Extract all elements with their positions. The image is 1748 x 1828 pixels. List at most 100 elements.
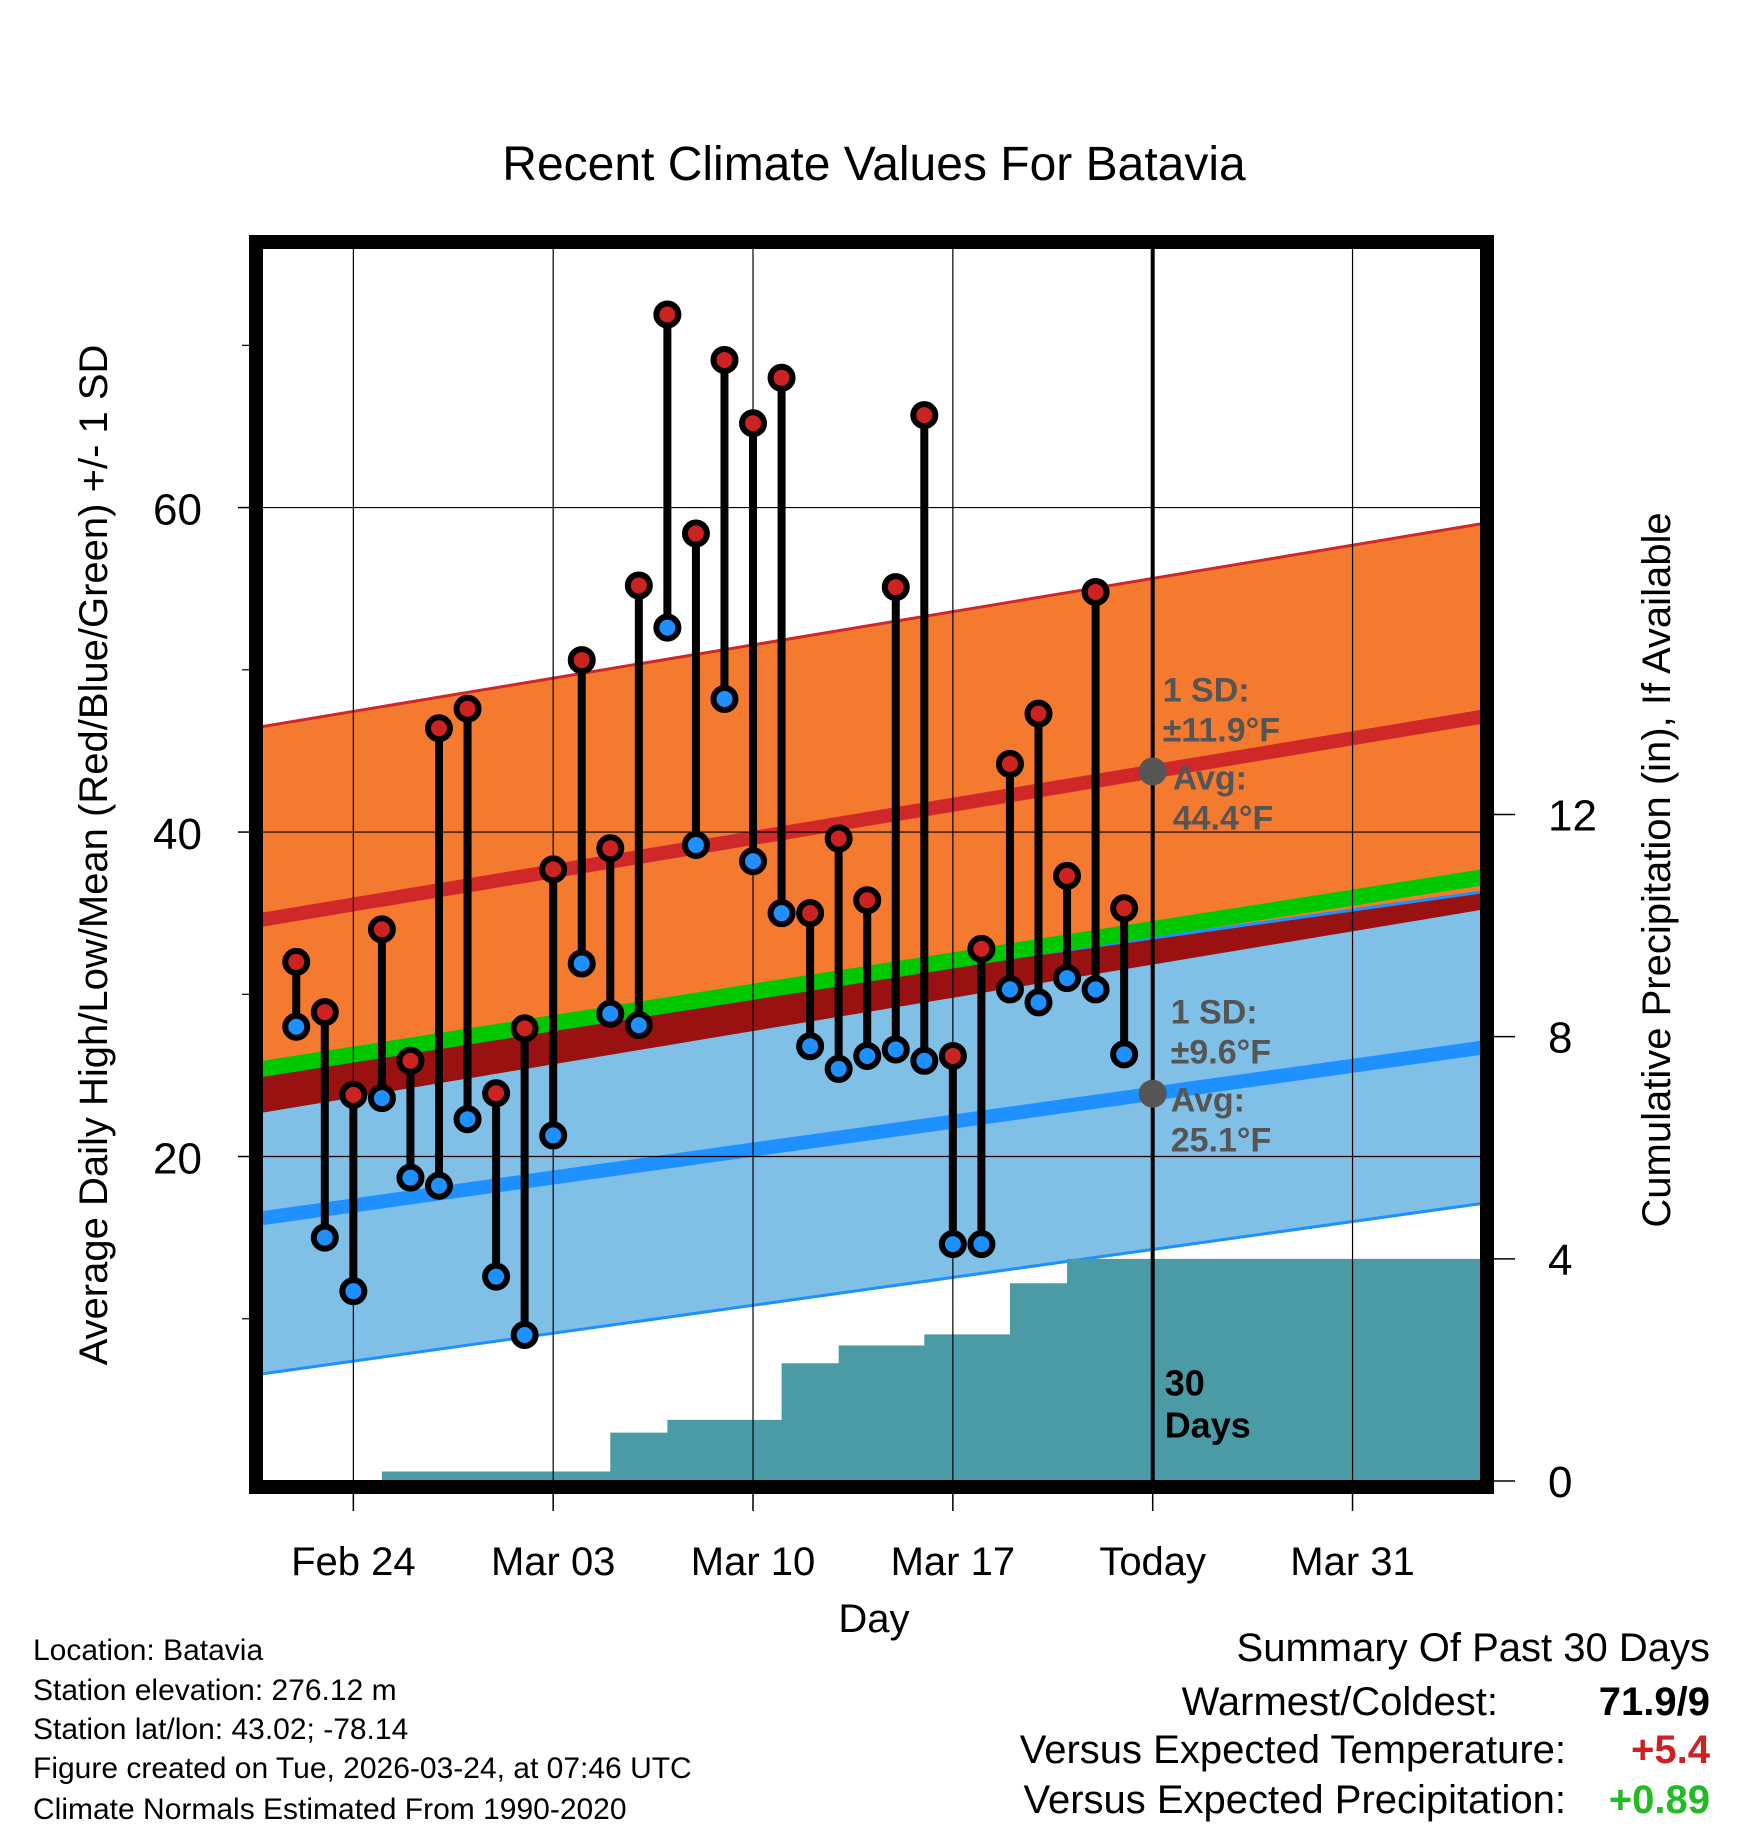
daily-low-point [424, 1171, 453, 1200]
x-tick-label: Mar 31 [1290, 1540, 1415, 1584]
daily-high-point [310, 998, 339, 1027]
y-tick-label: 20 [153, 1135, 202, 1184]
precip-area [296, 1258, 1481, 1481]
daily-low-point [596, 999, 625, 1028]
footer-location: Location: Batavia [33, 1634, 264, 1667]
daily-high-point [596, 834, 625, 863]
y-tick-label: 40 [153, 810, 202, 859]
daily-high-point [995, 749, 1024, 778]
daily-low-point [853, 1041, 882, 1070]
chart-title: Recent Climate Values For Batavia [502, 138, 1246, 191]
low-sd-label: 1 SD: [1171, 994, 1258, 1032]
x-tick-label: Mar 10 [691, 1540, 816, 1584]
summary-warm-cold-value: 71.9/9 [1598, 1680, 1710, 1724]
footer-latlon: Station lat/lon: 43.02; -78.14 [33, 1713, 409, 1746]
y2-tick-label: 12 [1548, 792, 1597, 841]
daily-low-point [282, 1012, 311, 1041]
daily-low-point [739, 847, 768, 876]
daily-high-point [1110, 894, 1139, 923]
low-avg-value: 25.1°F [1171, 1122, 1272, 1160]
footer-elevation: Station elevation: 276.12 m [33, 1674, 397, 1707]
daily-high-point [539, 855, 568, 884]
daily-high-point [767, 363, 796, 392]
x-axis-label: Day [838, 1597, 909, 1641]
summary-title: Summary Of Past 30 Days [1236, 1626, 1710, 1670]
daily-high-point [710, 345, 739, 374]
high-sd-label: 1 SD: [1163, 671, 1250, 709]
low-lower-sd-edge [262, 1202, 1481, 1376]
daily-high-point [1081, 577, 1110, 606]
summary-temp-value: +5.4 [1631, 1728, 1710, 1772]
x-tick-label: Mar 03 [491, 1540, 616, 1584]
low-avg-label: Avg: [1171, 1082, 1245, 1120]
daily-high-point [938, 1041, 967, 1070]
footer-created: Figure created on Tue, 2026-03-24, at 07… [33, 1752, 692, 1785]
daily-high-point [853, 886, 882, 915]
daily-low-point [767, 899, 796, 928]
daily-low-point [1081, 975, 1110, 1004]
daily-high-point [967, 934, 996, 963]
daily-high-point [824, 824, 853, 853]
daily-low-point [881, 1035, 910, 1064]
y2-tick-label: 0 [1548, 1458, 1572, 1507]
daily-high-point [567, 646, 596, 675]
daily-high-point [796, 899, 825, 928]
daily-high-point [510, 1014, 539, 1043]
daily-high-point [367, 915, 396, 944]
daily-low-point [339, 1277, 368, 1306]
daily-high-point [482, 1079, 511, 1108]
daily-high-point [1024, 699, 1053, 728]
daily-low-point [482, 1262, 511, 1291]
daily-low-point [510, 1320, 539, 1349]
y2-tick-label: 4 [1548, 1236, 1572, 1285]
period-count-label: 30 [1165, 1362, 1205, 1403]
daily-high-point [1053, 861, 1082, 890]
y2-axis-label: Cumulative Precipitation (in), If Availa… [1635, 512, 1679, 1227]
daily-low-point [938, 1230, 967, 1259]
x-tick-label: Feb 24 [291, 1540, 416, 1584]
x-tick-label: Mar 17 [891, 1540, 1016, 1584]
daily-low-point [1024, 988, 1053, 1017]
daily-low-point [539, 1121, 568, 1150]
daily-low-point [967, 1230, 996, 1259]
daily-low-point [567, 949, 596, 978]
today-low-avg-marker [1138, 1079, 1167, 1108]
daily-low-point [653, 613, 682, 642]
daily-high-point [282, 947, 311, 976]
daily-low-point [824, 1054, 853, 1083]
low-avg-line [262, 1040, 1481, 1226]
daily-high-point [424, 714, 453, 743]
summary-temp-label: Versus Expected Temperature: [1019, 1728, 1566, 1772]
daily-low-point [995, 975, 1024, 1004]
high-sd-value: ±11.9°F [1163, 711, 1280, 749]
y2-tick-label: 8 [1548, 1014, 1572, 1063]
daily-high-point [881, 573, 910, 602]
overlap-band [262, 892, 1481, 1113]
daily-low-point [710, 685, 739, 714]
daily-high-point [453, 694, 482, 723]
daily-low-point [310, 1223, 339, 1252]
daily-low-point [796, 1032, 825, 1061]
daily-low-point [910, 1046, 939, 1075]
daily-high-point [910, 401, 939, 430]
plot-frame [249, 235, 1494, 1494]
high-avg-label: Avg: [1173, 759, 1247, 797]
y-tick-label: 60 [153, 486, 202, 535]
period-unit-label: Days [1165, 1404, 1251, 1445]
daily-low-point [1053, 964, 1082, 993]
footer-normals: Climate Normals Estimated From 1990-2020 [33, 1793, 627, 1826]
plot-area [262, 248, 1481, 1481]
summary-precip-value: +0.89 [1608, 1778, 1710, 1822]
daily-low-point [396, 1163, 425, 1192]
summary-warm-cold-label: Warmest/Coldest: [1181, 1680, 1498, 1724]
high-upper-sd-edge [262, 522, 1481, 729]
daily-low-point [367, 1084, 396, 1113]
today-high-avg-marker [1138, 757, 1167, 786]
daily-high-point [396, 1046, 425, 1075]
daily-high-point [653, 300, 682, 329]
low-sd-value: ±9.6°F [1171, 1034, 1271, 1072]
daily-high-point [339, 1080, 368, 1109]
daily-high-point [739, 409, 768, 438]
x-tick-label: Today [1099, 1540, 1206, 1584]
